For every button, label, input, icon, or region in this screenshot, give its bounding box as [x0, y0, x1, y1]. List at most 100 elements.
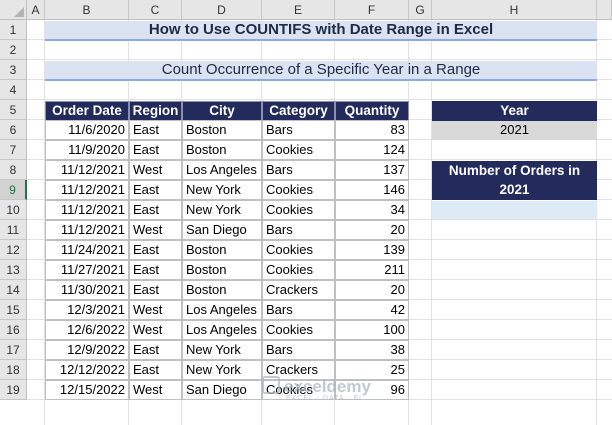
table-cell-quantity[interactable]: 124	[335, 140, 409, 160]
table-header-category[interactable]: Category	[262, 101, 335, 121]
row-header-15[interactable]: 15	[0, 300, 27, 320]
select-all-corner[interactable]	[0, 0, 27, 20]
row-header-18[interactable]: 18	[0, 360, 27, 380]
row-header-4[interactable]: 4	[0, 80, 27, 100]
table-cell-category[interactable]: Bars	[262, 300, 335, 320]
table-cell-region[interactable]: West	[129, 380, 182, 400]
table-cell-city[interactable]: Boston	[182, 120, 262, 140]
table-cell-city[interactable]: Boston	[182, 280, 262, 300]
row-header-12[interactable]: 12	[0, 240, 27, 260]
table-cell-quantity[interactable]: 34	[335, 200, 409, 220]
table-cell-quantity[interactable]: 42	[335, 300, 409, 320]
table-cell-region[interactable]: East	[129, 280, 182, 300]
table-cell-region[interactable]: West	[129, 220, 182, 240]
orders-count-result-cell[interactable]	[432, 201, 597, 219]
year-input-cell[interactable]: 2021	[432, 121, 597, 140]
table-cell-region[interactable]: East	[129, 120, 182, 140]
table-cell-region[interactable]: West	[129, 320, 182, 340]
table-cell-region[interactable]: East	[129, 140, 182, 160]
table-cell-region[interactable]: East	[129, 340, 182, 360]
row-header-8[interactable]: 8	[0, 160, 27, 180]
table-cell-quantity[interactable]: 139	[335, 240, 409, 260]
table-cell-quantity[interactable]: 83	[335, 120, 409, 140]
table-cell-category[interactable]: Cookies	[262, 180, 335, 200]
row-header-6[interactable]: 6	[0, 120, 27, 140]
table-cell-city[interactable]: San Diego	[182, 220, 262, 240]
table-cell-quantity[interactable]: 25	[335, 360, 409, 380]
table-cell-city[interactable]: Los Angeles	[182, 300, 262, 320]
table-cell-city[interactable]: New York	[182, 340, 262, 360]
table-cell-category[interactable]: Crackers	[262, 360, 335, 380]
table-cell-order-date[interactable]: 11/27/2021	[45, 260, 129, 280]
table-cell-category[interactable]: Bars	[262, 120, 335, 140]
table-cell-category[interactable]: Cookies	[262, 140, 335, 160]
table-cell-category[interactable]: Cookies	[262, 260, 335, 280]
table-cell-order-date[interactable]: 12/9/2022	[45, 340, 129, 360]
row-header-11[interactable]: 11	[0, 220, 27, 240]
table-cell-quantity[interactable]: 211	[335, 260, 409, 280]
column-header-c[interactable]: C	[129, 0, 182, 20]
table-cell-region[interactable]: East	[129, 240, 182, 260]
table-cell-quantity[interactable]: 20	[335, 280, 409, 300]
table-cell-order-date[interactable]: 11/12/2021	[45, 220, 129, 240]
table-cell-category[interactable]: Cookies	[262, 320, 335, 340]
table-cell-region[interactable]: East	[129, 180, 182, 200]
row-header-3[interactable]: 3	[0, 60, 27, 80]
row-header-17[interactable]: 17	[0, 340, 27, 360]
row-header-9[interactable]: 9	[0, 180, 27, 200]
table-cell-region[interactable]: East	[129, 200, 182, 220]
table-cell-region[interactable]: East	[129, 360, 182, 380]
table-cell-category[interactable]: Bars	[262, 220, 335, 240]
row-header-13[interactable]: 13	[0, 260, 27, 280]
table-cell-region[interactable]: West	[129, 300, 182, 320]
table-cell-order-date[interactable]: 11/24/2021	[45, 240, 129, 260]
table-cell-order-date[interactable]: 11/9/2020	[45, 140, 129, 160]
table-cell-region[interactable]: West	[129, 160, 182, 180]
row-header-16[interactable]: 16	[0, 320, 27, 340]
column-header-a[interactable]: A	[27, 0, 45, 20]
table-header-order-date[interactable]: Order Date	[45, 101, 129, 121]
table-cell-city[interactable]: New York	[182, 360, 262, 380]
table-cell-city[interactable]: Boston	[182, 260, 262, 280]
table-header-region[interactable]: Region	[129, 101, 182, 121]
table-cell-city[interactable]: Los Angeles	[182, 160, 262, 180]
table-cell-city[interactable]: San Diego	[182, 380, 262, 400]
table-cell-quantity[interactable]: 96	[335, 380, 409, 400]
row-header-7[interactable]: 7	[0, 140, 27, 160]
table-cell-city[interactable]: Boston	[182, 240, 262, 260]
column-header-e[interactable]: E	[262, 0, 335, 20]
table-cell-quantity[interactable]: 146	[335, 180, 409, 200]
column-header-b[interactable]: B	[45, 0, 129, 20]
table-cell-quantity[interactable]: 38	[335, 340, 409, 360]
table-cell-region[interactable]: East	[129, 260, 182, 280]
table-cell-category[interactable]: Bars	[262, 160, 335, 180]
row-header-19[interactable]: 19	[0, 380, 27, 400]
column-header-d[interactable]: D	[182, 0, 262, 20]
table-cell-order-date[interactable]: 12/15/2022	[45, 380, 129, 400]
table-cell-order-date[interactable]: 12/6/2022	[45, 320, 129, 340]
column-header-h[interactable]: H	[432, 0, 597, 20]
table-cell-order-date[interactable]: 11/12/2021	[45, 200, 129, 220]
row-header-10[interactable]: 10	[0, 200, 27, 220]
table-cell-city[interactable]: New York	[182, 200, 262, 220]
row-header-5[interactable]: 5	[0, 100, 27, 120]
table-cell-category[interactable]: Cookies	[262, 200, 335, 220]
table-cell-quantity[interactable]: 137	[335, 160, 409, 180]
table-cell-order-date[interactable]: 11/12/2021	[45, 180, 129, 200]
table-cell-order-date[interactable]: 12/3/2021	[45, 300, 129, 320]
table-cell-city[interactable]: Boston	[182, 140, 262, 160]
table-cell-city[interactable]: New York	[182, 180, 262, 200]
table-cell-quantity[interactable]: 20	[335, 220, 409, 240]
table-cell-order-date[interactable]: 12/12/2022	[45, 360, 129, 380]
table-cell-quantity[interactable]: 100	[335, 320, 409, 340]
table-cell-order-date[interactable]: 11/30/2021	[45, 280, 129, 300]
table-header-quantity[interactable]: Quantity	[335, 101, 409, 121]
table-header-city[interactable]: City	[182, 101, 262, 121]
row-header-2[interactable]: 2	[0, 40, 27, 60]
row-header-1[interactable]: 1	[0, 20, 27, 40]
column-header-g[interactable]: G	[409, 0, 432, 20]
table-cell-city[interactable]: Los Angeles	[182, 320, 262, 340]
table-cell-category[interactable]: Crackers	[262, 280, 335, 300]
table-cell-category[interactable]: Bars	[262, 340, 335, 360]
table-cell-order-date[interactable]: 11/6/2020	[45, 120, 129, 140]
